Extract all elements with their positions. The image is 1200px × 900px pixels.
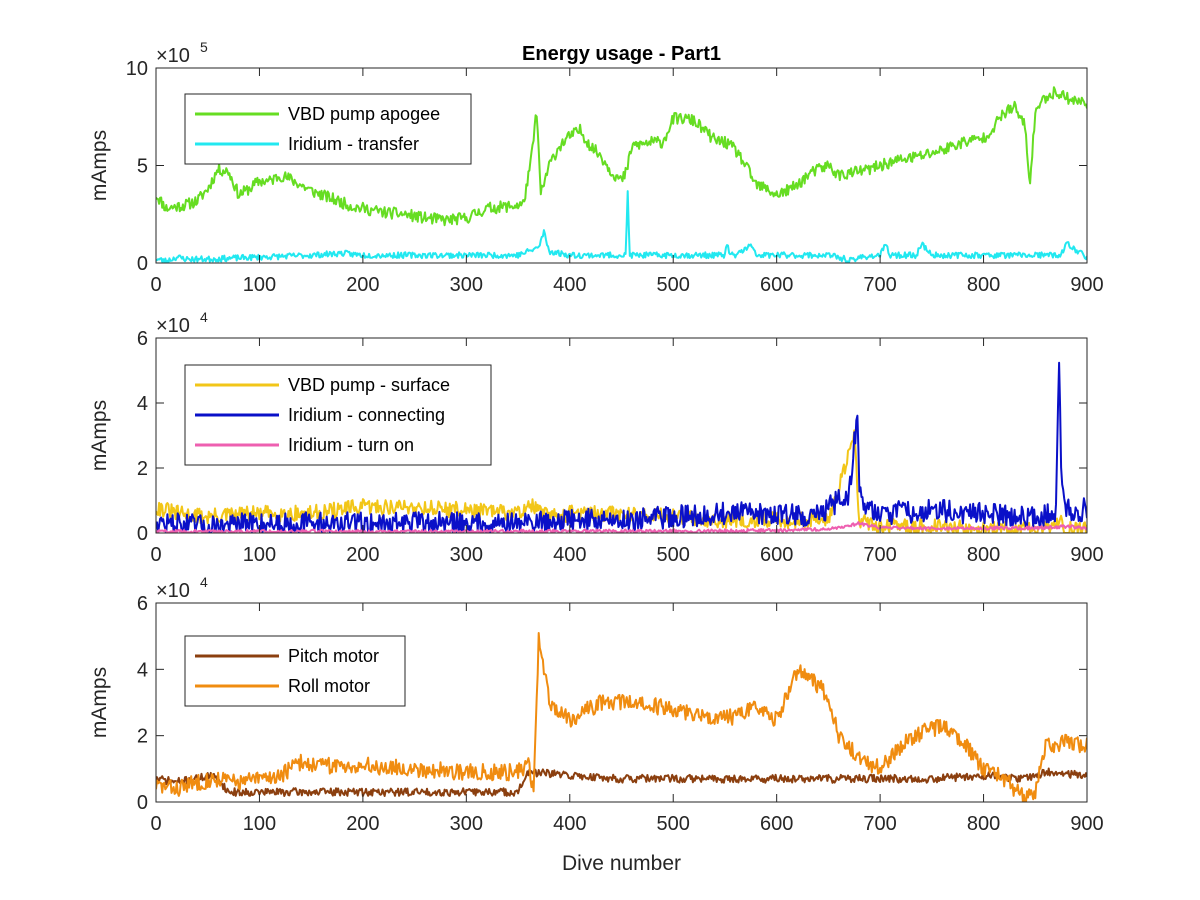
legend-box	[184, 635, 406, 707]
series-line-iridium-transfer	[156, 190, 1087, 263]
x-tick-label: 700	[863, 274, 896, 296]
y-tick-label: 0	[137, 792, 148, 814]
x-tick-label: 900	[1070, 813, 1103, 835]
series-line-roll-motor	[156, 632, 1087, 802]
x-tick-label: 500	[657, 274, 690, 296]
legend: Pitch motor Roll motor	[184, 635, 406, 707]
y-tick-label: 2	[137, 458, 148, 480]
axes-box	[155, 337, 1088, 534]
x-tick-label: 100	[243, 813, 276, 835]
series-group	[156, 632, 1087, 802]
x-tick-label: 0	[150, 813, 161, 835]
subplot-3: 0 100 200 300 400 500 600 700 800 900 0 2 4 6 ×10 4 mAmp…	[88, 574, 1104, 875]
x-tick-label: 300	[450, 813, 483, 835]
series-line-iridium-turn-on	[156, 521, 1087, 533]
axes-box	[155, 602, 1088, 803]
legend: VBD pump - surface Iridium - connecting Ir…	[184, 364, 492, 466]
x-tick-label: 200	[346, 274, 379, 296]
y-axis-label: mAmps	[88, 400, 111, 471]
y-axis-label: mAmps	[88, 130, 111, 201]
x-tick-label: 100	[243, 274, 276, 296]
legend: VBD pump apogee Iridium - transfer	[184, 93, 472, 165]
x-tick-label: 500	[657, 813, 690, 835]
x-tick-label: 200	[346, 544, 379, 566]
y-exponent-power: 4	[200, 309, 208, 325]
y-tick-label: 10	[126, 58, 148, 80]
y-exponent-label: ×10	[156, 45, 190, 67]
y-exponent-label: ×10	[156, 580, 190, 602]
x-tick-label: 600	[760, 274, 793, 296]
x-tick-label: 500	[657, 544, 690, 566]
x-tick-label: 600	[760, 544, 793, 566]
series-line-pitch-motor	[156, 767, 1087, 797]
y-exponent-label: ×10	[156, 315, 190, 337]
series-group	[156, 86, 1087, 263]
series-line-vbd-pump-surface	[156, 429, 1087, 533]
y-tick-label: 6	[137, 328, 148, 350]
y-tick-label: 6	[137, 593, 148, 615]
x-tick-label: 200	[346, 813, 379, 835]
legend-entry-iridium-transfer: Iridium - transfer	[288, 134, 419, 154]
x-tick-label: 400	[553, 274, 586, 296]
y-tick-label: 0	[137, 253, 148, 275]
subplot-1: 0 100 200 300 400 500 600 700 800 900 0 5 10 ×10 5 mAmp…	[88, 39, 1104, 296]
x-tick-label: 800	[967, 813, 1000, 835]
x-tick-label: 800	[967, 544, 1000, 566]
x-axis-label: Dive number	[562, 852, 681, 875]
series-line-iridium-connecting	[156, 361, 1087, 533]
x-tick-label: 700	[863, 544, 896, 566]
x-tick-label: 300	[450, 544, 483, 566]
x-tick-label: 400	[553, 544, 586, 566]
x-tick-label: 900	[1070, 544, 1103, 566]
x-tick-label: 700	[863, 813, 896, 835]
legend-box	[184, 93, 472, 165]
x-tick-label: 900	[1070, 274, 1103, 296]
y-exponent-power: 4	[200, 574, 208, 590]
legend-entry-iridium-turn-on: Iridium - turn on	[288, 435, 414, 455]
series-group	[156, 361, 1087, 533]
legend-entry-roll-motor: Roll motor	[288, 676, 370, 696]
legend-entry-vbd-pump-apogee: VBD pump apogee	[288, 104, 440, 124]
y-tick-label: 0	[137, 523, 148, 545]
legend-entry-pitch-motor: Pitch motor	[288, 646, 379, 666]
y-exponent-power: 5	[200, 39, 208, 55]
y-tick-label: 5	[137, 156, 148, 178]
x-tick-label: 800	[967, 274, 1000, 296]
x-tick-label: 300	[450, 274, 483, 296]
y-tick-label: 2	[137, 726, 148, 748]
legend-entry-iridium-connecting: Iridium - connecting	[288, 405, 445, 425]
series-line-vbd-pump-apogee	[156, 86, 1087, 227]
subplot-2: 0 100 200 300 400 500 600 700 800 900 0 2 4 6 ×10 4 mAmp…	[88, 309, 1104, 566]
y-axis-label: mAmps	[88, 667, 111, 738]
x-tick-label: 600	[760, 813, 793, 835]
x-tick-label: 0	[150, 544, 161, 566]
legend-entry-vbd-pump-surface: VBD pump - surface	[288, 375, 450, 395]
x-tick-label: 100	[243, 544, 276, 566]
x-tick-label: 0	[150, 274, 161, 296]
y-tick-label: 4	[137, 659, 148, 681]
x-tick-label: 400	[553, 813, 586, 835]
chart-title: Energy usage - Part1	[522, 43, 721, 65]
y-tick-label: 4	[137, 393, 148, 415]
